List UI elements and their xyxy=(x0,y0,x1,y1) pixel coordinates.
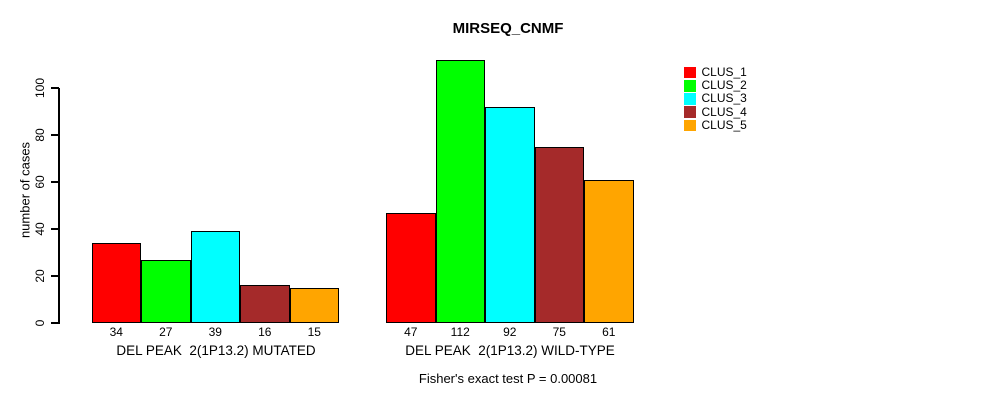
legend-item-clus_4: CLUS_4 xyxy=(684,104,747,119)
bar-clus_1-group1 xyxy=(91,243,141,323)
bar-clus_2-group2 xyxy=(435,59,485,323)
y-axis-tick xyxy=(51,275,59,277)
bar-value-label: 112 xyxy=(450,325,470,339)
legend-item-clus_2: CLUS_2 xyxy=(684,79,747,92)
bar-clus_1-group2 xyxy=(386,212,436,323)
bar-clus_3-group2 xyxy=(485,106,535,323)
y-axis-tick xyxy=(51,322,59,324)
bar-value-label: 61 xyxy=(602,325,616,339)
legend-swatch-icon xyxy=(684,106,696,118)
bar-value-label: 15 xyxy=(307,325,321,339)
legend-swatch-icon xyxy=(684,80,696,92)
legend-item-clus_5: CLUS_5 xyxy=(684,117,747,132)
legend-item-clus_3: CLUS_3 xyxy=(684,92,747,105)
legend-item-clus_1: CLUS_1 xyxy=(684,66,747,79)
group-label-wild-type: DEL PEAK 2(1P13.2) WILD-TYPE xyxy=(405,343,615,358)
y-axis-tick xyxy=(51,181,59,183)
y-axis-tick xyxy=(51,87,59,89)
y-axis-tick-label: 20 xyxy=(33,269,47,283)
y-axis-tick xyxy=(51,134,59,136)
bar-value-label: 16 xyxy=(258,325,272,339)
group-label-mutated: DEL PEAK 2(1P13.2) MUTATED xyxy=(116,343,316,358)
legend-swatch-icon xyxy=(684,119,696,132)
y-axis-line xyxy=(58,88,60,324)
bar-clus_3-group1 xyxy=(190,231,240,323)
y-axis-tick-label: 80 xyxy=(33,128,47,142)
bar-clus_4-group2 xyxy=(534,146,584,323)
y-axis-tick-label: 100 xyxy=(33,77,47,99)
bar-value-label: 34 xyxy=(109,325,123,339)
legend-swatch-icon xyxy=(684,66,696,79)
bar-value-label: 39 xyxy=(208,325,222,339)
chart-title: MIRSEQ_CNMF xyxy=(452,20,564,37)
bar-clus_2-group1 xyxy=(141,259,191,323)
legend-label: CLUS_3 xyxy=(701,91,747,106)
bar-clus_5-group1 xyxy=(289,287,339,323)
legend-label: CLUS_1 xyxy=(701,65,747,80)
legend-label: CLUS_2 xyxy=(701,78,747,93)
bar-value-label: 47 xyxy=(404,325,418,339)
bar-value-label: 75 xyxy=(552,325,566,339)
bar-value-label: 27 xyxy=(159,325,173,339)
legend-label: CLUS_5 xyxy=(701,117,747,132)
bar-value-label: 92 xyxy=(503,325,517,339)
y-axis-tick-label: 40 xyxy=(33,222,47,236)
legend-label: CLUS_4 xyxy=(701,104,747,119)
legend: CLUS_1 CLUS_2 CLUS_3 CLUS_4 CLUS_5 xyxy=(684,66,747,132)
y-axis-tick-label: 60 xyxy=(33,175,47,189)
fisher-test-caption: Fisher's exact test P = 0.00081 xyxy=(418,371,598,386)
bar-clus_4-group1 xyxy=(240,285,290,323)
legend-swatch-icon xyxy=(684,93,696,105)
y-axis-tick-label: 0 xyxy=(33,319,47,327)
bar-clus_5-group2 xyxy=(584,179,634,323)
y-axis-tick xyxy=(51,228,59,230)
